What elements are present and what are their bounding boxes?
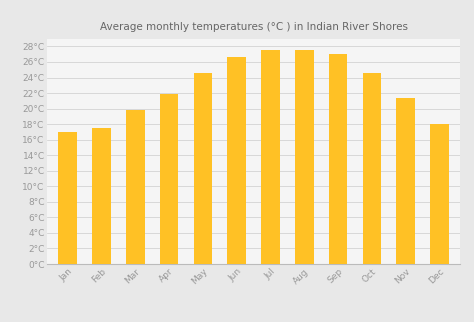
Bar bbox=[58, 132, 77, 264]
Bar bbox=[193, 73, 212, 264]
Bar bbox=[160, 94, 178, 264]
Bar bbox=[126, 110, 145, 264]
Bar bbox=[396, 99, 415, 264]
Bar bbox=[295, 50, 314, 264]
Title: Average monthly temperatures (°C ) in Indian River Shores: Average monthly temperatures (°C ) in In… bbox=[100, 22, 408, 32]
Bar bbox=[228, 57, 246, 264]
Bar bbox=[92, 128, 111, 264]
Bar bbox=[430, 124, 449, 264]
Bar bbox=[363, 73, 381, 264]
Bar bbox=[261, 50, 280, 264]
Bar bbox=[329, 54, 347, 264]
